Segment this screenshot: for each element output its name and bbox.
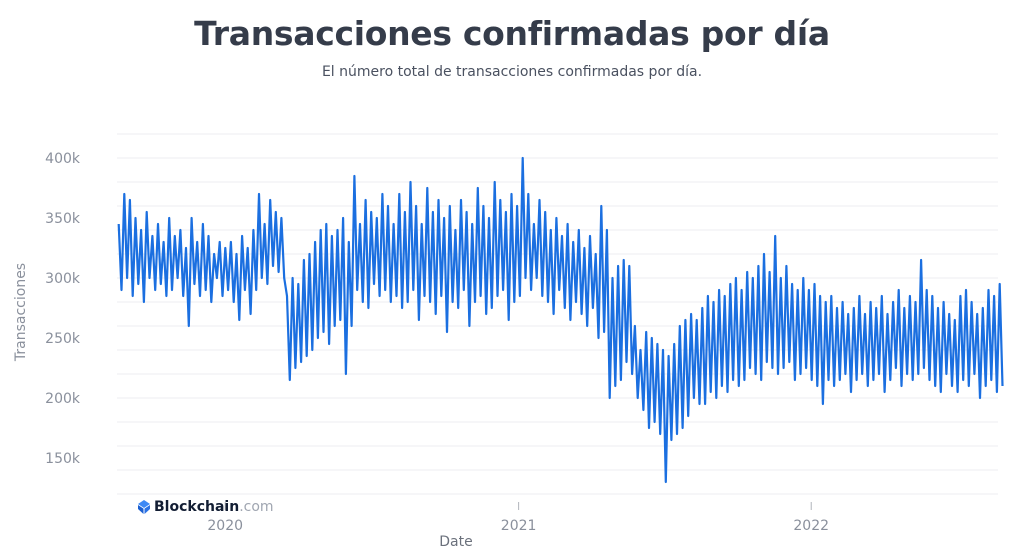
logo-text-bold: Blockchain — [154, 499, 240, 515]
series-line — [117, 156, 1004, 484]
y-tick-label: 400k — [45, 151, 81, 167]
y-axis-ticks: 150k 200k 250k 300k 350k 400k — [45, 151, 81, 467]
gridlines — [117, 133, 998, 495]
blockchain-logo-icon — [138, 500, 150, 514]
x-axis-label: Date — [439, 534, 472, 549]
chart-title: Transacciones confirmadas por día — [194, 14, 830, 53]
blockchain-logo: Blockchain .com — [137, 499, 274, 515]
y-tick-label: 350k — [45, 211, 81, 227]
x-tick-label: 2022 — [793, 518, 829, 534]
y-tick-label: 200k — [45, 391, 81, 407]
x-tick-label: 2021 — [501, 518, 537, 534]
y-tick-label: 150k — [45, 451, 81, 467]
y-tick-label: 300k — [45, 271, 81, 287]
chart-subtitle: El número total de transacciones confirm… — [321, 64, 703, 80]
y-axis-label: Transacciones — [13, 263, 29, 362]
x-axis-ticks: 2020 2021 2022 — [207, 502, 829, 534]
logo-text-light: .com — [239, 499, 274, 515]
x-tick-label: 2020 — [207, 518, 243, 534]
y-tick-label: 250k — [45, 331, 81, 347]
